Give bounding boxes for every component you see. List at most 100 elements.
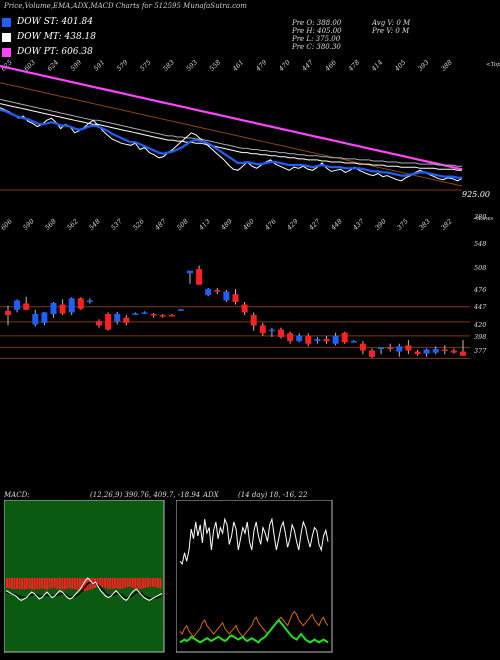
macd-histogram-bar: [38, 578, 41, 589]
chart-title: Price,Volume,EMA,ADX,MACD Charts for 512…: [4, 2, 247, 10]
adx-di-minus-line: [179, 610, 329, 638]
candle-down: [405, 345, 412, 351]
candle-down: [250, 315, 257, 326]
candle-down: [150, 314, 157, 316]
candle-down: [59, 304, 66, 314]
macd-histogram-bar: [154, 578, 157, 587]
candle-down: [123, 317, 130, 323]
candle-up: [268, 329, 275, 332]
candle-up: [14, 300, 21, 310]
overview-series-st: [0, 108, 462, 179]
candle-up: [141, 312, 148, 314]
stats-volume: Avg V: 0 M Pre V: 0 M: [372, 19, 410, 35]
macd-histogram-bar: [151, 578, 154, 587]
overview-series-price: [0, 107, 463, 182]
macd-histogram-bar: [124, 578, 127, 588]
adx-chart: [176, 500, 333, 653]
candle-up: [378, 347, 385, 349]
macd-histogram-bar: [129, 578, 132, 587]
candle-down: [287, 333, 294, 342]
candle-down: [241, 304, 248, 313]
macd-histogram-bar: [66, 578, 69, 589]
overview-tick-note: <Tops: [486, 62, 500, 68]
candle-up: [396, 346, 403, 352]
candle-up: [423, 349, 430, 354]
legend-dow-pt: DOW PT: 606.38: [2, 47, 93, 57]
candle-up: [132, 313, 139, 315]
candle-down: [214, 290, 221, 292]
stat-pre-open: Pre O: 388.00: [292, 19, 342, 27]
candle-up: [187, 270, 193, 274]
macd-histogram-bar: [104, 578, 107, 588]
adx-values: (14 day) 18, -16, 22: [238, 491, 308, 499]
macd-histogram-bar: [109, 578, 112, 590]
stat-pre-high: Pre H: 405.00: [292, 27, 342, 35]
overview-right-label: 925.00: [462, 190, 490, 198]
macd-histogram-bar: [28, 578, 31, 589]
candle-up: [177, 309, 184, 311]
macd-histogram-bar: [81, 578, 84, 591]
macd-histogram-bar: [18, 578, 21, 590]
candle-right-label: 447: [473, 303, 487, 311]
candle-up: [32, 314, 39, 325]
macd-label: MACD:: [4, 491, 30, 499]
candlestick-chart: 606 590 568 562 548 537 526 487 508 413 489 460 476 4…: [0, 212, 493, 372]
macd-histogram-bar: [96, 578, 99, 587]
macd-histogram-bar: [51, 578, 54, 589]
candle-right-label: 420: [473, 321, 486, 329]
macd-histogram-bar: [6, 578, 8, 588]
candle-down: [441, 349, 448, 351]
candle-right-label: 377: [474, 347, 487, 355]
macd-histogram-bar: [71, 578, 74, 589]
macd-histogram-bar: [84, 578, 86, 591]
macd-histogram-bar: [89, 578, 91, 590]
candle-up: [350, 341, 357, 343]
macd-histogram-bar: [116, 578, 119, 589]
macd-histogram-bar: [149, 578, 152, 587]
adx-di-plus-line: [179, 618, 329, 644]
macd-histogram-bar: [159, 578, 162, 589]
macd-histogram-bar: [23, 578, 26, 590]
macd-line: [5, 577, 163, 602]
candle-top-note: <Lows: [474, 216, 493, 222]
macd-histogram-bar: [53, 578, 56, 588]
legend-dow-mt: DOW MT: 438.18: [2, 32, 96, 42]
macd-histogram-bar: [11, 578, 13, 589]
macd-signal-line: [5, 581, 163, 600]
legend-swatch-pt: [2, 47, 11, 57]
candle-down: [387, 347, 394, 349]
candle-up: [50, 303, 57, 314]
candle-down: [5, 310, 11, 316]
overview-series-pt: [0, 64, 463, 171]
candle-right-label: 476: [473, 286, 486, 294]
candle-right-label: 508: [474, 264, 486, 272]
candle-down: [369, 350, 375, 357]
macd-chart: [4, 500, 165, 653]
adx-bg: [176, 500, 333, 653]
overview-series-mt: [0, 103, 462, 171]
stat-pre-close: Pre C: 380.30: [292, 43, 341, 51]
candle-down: [359, 343, 366, 351]
stat-pre-low: Pre L: 375.00: [292, 35, 341, 43]
stat-avg-volume: Avg V: 0 M: [372, 19, 411, 27]
candle-right-label: 380: [474, 213, 486, 221]
candle-up: [114, 314, 121, 322]
macd-histogram-bar: [58, 578, 61, 590]
candle-up: [432, 348, 439, 353]
candle-down: [259, 325, 266, 334]
candle-down: [460, 351, 466, 356]
stat-pre-volume: Pre V: 0 M: [372, 27, 410, 35]
candle-down: [77, 298, 84, 309]
macd-histogram-bar: [43, 578, 46, 590]
macd-histogram-bar: [111, 578, 114, 589]
candle-up: [205, 288, 212, 296]
macd-histogram-bar: [31, 578, 34, 590]
macd-histogram-bar: [33, 578, 36, 590]
candle-down: [159, 315, 166, 317]
candle-down: [323, 339, 330, 342]
macd-histogram-bar: [144, 578, 147, 588]
candle-down: [196, 269, 203, 285]
macd-histogram-bar: [141, 578, 144, 589]
macd-histogram-bar: [99, 578, 102, 587]
legend-swatch-st: [2, 17, 11, 27]
